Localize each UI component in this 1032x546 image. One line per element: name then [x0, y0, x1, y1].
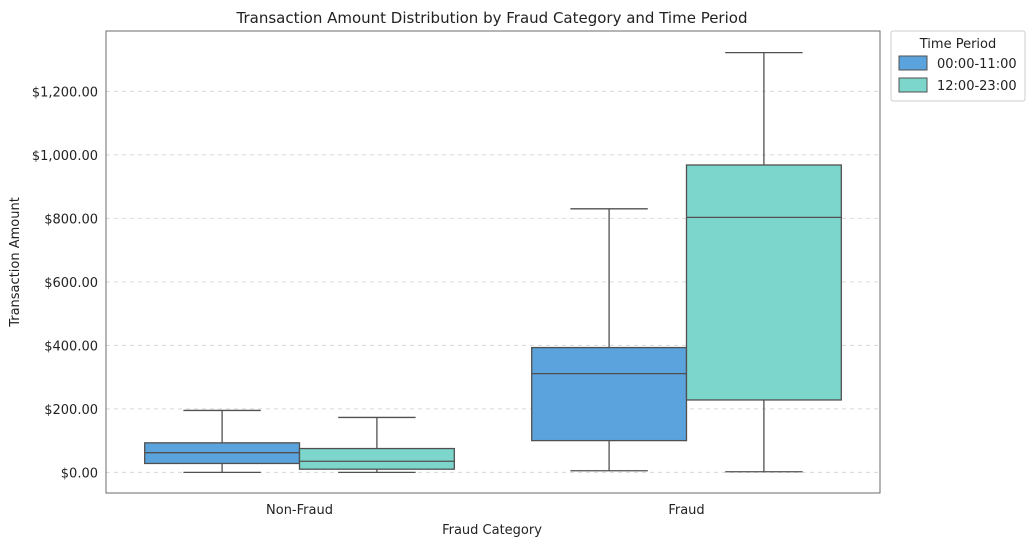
legend-entry: 00:00-11:00 [937, 57, 1017, 72]
y-tick-label: $0.00 [61, 466, 98, 481]
legend-swatch [898, 77, 928, 93]
legend-swatch [898, 55, 928, 71]
legend-title: Time Period [919, 37, 996, 52]
boxes [144, 51, 842, 474]
box-iqr [298, 447, 455, 470]
box-iqr [531, 346, 688, 442]
y-tick-label: $600.00 [44, 276, 98, 291]
x-axis-label: Fraud Category [442, 523, 542, 538]
plot-frame [105, 30, 881, 494]
legend: Time Period 00:00-11:00 12:00-23:00 [890, 30, 1026, 102]
box-fraud-0 [531, 208, 688, 472]
legend-entry: 12:00-23:00 [937, 79, 1017, 94]
y-tick-label: $200.00 [44, 403, 98, 418]
box-fraud-1 [685, 51, 842, 473]
x-tick-labels: Non-Fraud Fraud [266, 503, 705, 518]
y-tick-label: $1,200.00 [32, 85, 98, 100]
y-tick-labels: $0.00 $200.00 $400.00 $600.00 $800.00 $1,000.… [32, 85, 98, 481]
x-tick-label: Non-Fraud [266, 503, 333, 518]
x-tick-label: Fraud [668, 503, 704, 518]
box-non-fraud-0 [144, 409, 301, 474]
legend-items: 00:00-11:00 12:00-23:00 [898, 55, 1017, 94]
chart-title: Transaction Amount Distribution by Fraud… [236, 9, 748, 27]
y-tick-label: $800.00 [44, 212, 98, 227]
box-non-fraud-1 [298, 416, 455, 474]
y-tick-label: $400.00 [44, 339, 98, 354]
box-iqr [685, 164, 842, 401]
grid-lines [106, 90, 880, 473]
y-tick-label: $1,000.00 [32, 149, 98, 164]
y-axis-label: Transaction Amount [8, 197, 23, 328]
